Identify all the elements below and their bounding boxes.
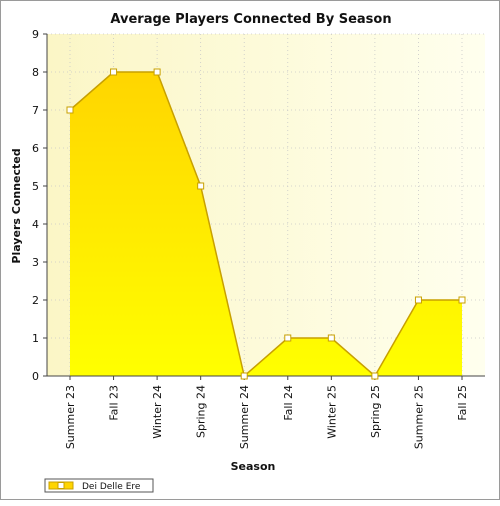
data-point: [327, 334, 335, 342]
plot-area: 0 1 2 3 4 5 6 7 8 9 Summer 23 Fall 23 Winter 24 Sprin…: [32, 28, 485, 449]
y-tick-label: 3: [32, 256, 39, 269]
legend-marker: [57, 482, 65, 489]
x-tick-label: Summer 23: [64, 385, 77, 449]
x-tick-label: Fall 23: [108, 385, 121, 421]
series-line: [69, 71, 462, 378]
data-point: [371, 372, 379, 380]
x-tick-label: Spring 24: [195, 385, 208, 438]
y-tick-label: 5: [32, 180, 39, 193]
y-tick-label: 6: [32, 142, 39, 155]
chart-title: Average Players Connected By Season: [110, 12, 391, 27]
legend: Dei Delle Ere: [44, 478, 154, 493]
y-tick-label: 2: [32, 294, 39, 307]
data-point: [110, 68, 118, 76]
x-tick-label: Fall 25: [456, 385, 469, 421]
x-tick-label: Spring 25: [369, 385, 382, 438]
data-point: [66, 106, 74, 114]
y-tick-label: 1: [32, 332, 39, 345]
y-axis-label: Players Connected: [10, 148, 23, 263]
y-tick-label: 8: [32, 66, 39, 79]
data-point: [197, 182, 205, 190]
data-point: [240, 372, 248, 380]
x-axis-label: Season: [231, 460, 276, 473]
y-tick-label: 4: [32, 218, 39, 231]
legend-label: Dei Delle Ere: [82, 482, 141, 492]
y-tick-label: 0: [32, 370, 39, 383]
x-tick-label: Summer 25: [412, 385, 425, 449]
data-point: [414, 296, 422, 304]
x-tick-label: Winter 24: [151, 385, 164, 439]
data-point: [153, 68, 161, 76]
y-tick-label: 9: [32, 28, 39, 41]
x-tick-label: Fall 24: [282, 385, 295, 421]
x-tick-label: Winter 25: [325, 385, 338, 439]
y-tick-label: 7: [32, 104, 39, 117]
x-tick-label: Summer 24: [238, 385, 251, 449]
series-area: [70, 72, 462, 376]
data-point: [458, 296, 466, 304]
data-point: [284, 334, 292, 342]
